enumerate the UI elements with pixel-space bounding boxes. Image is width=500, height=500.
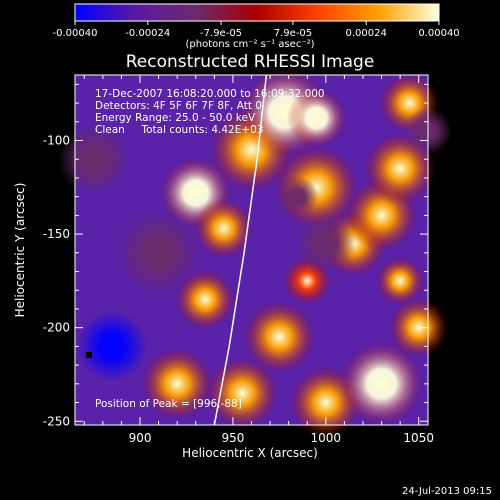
heatmap-blob <box>339 342 424 426</box>
timestamp: 24-Jul-2013 09:15 <box>401 486 492 497</box>
heatmap-blob <box>277 175 319 218</box>
colorbar-tick-label: -7.9e-05 <box>200 28 242 39</box>
x-tick-label: 900 <box>129 431 152 445</box>
colorbar-tick-label: -0.00040 <box>53 28 98 39</box>
y-tick-label: -200 <box>43 321 70 335</box>
detectors-text: Detectors: 4F 5F 6F 7F 8F, Att 0 <box>95 100 262 112</box>
colorbar-tick-label: 0.00040 <box>418 28 459 39</box>
energy-range-text: Energy Range: 25.0 - 50.0 keV <box>95 112 256 124</box>
plot-area <box>57 67 452 439</box>
colorbar-unit-label: (photons cm⁻² s⁻¹ asec⁻²) <box>185 39 315 50</box>
heatmap-blob <box>175 269 235 330</box>
solar-limb-curve <box>213 74 268 426</box>
clean-counts-text: Clean Total counts: 4.42E+03 <box>95 124 264 136</box>
heatmap-blob <box>76 310 148 383</box>
colorbar-tick-label: -0.00024 <box>125 28 170 39</box>
heatmap-blob <box>193 198 254 259</box>
heatmap-blob <box>296 213 356 274</box>
heatmap-blob <box>376 257 424 305</box>
heatmap-blob <box>388 297 449 358</box>
heatmap-blobs <box>57 67 452 439</box>
y-tick-label: -250 <box>43 414 70 428</box>
colorbar-tick-label: 0.00024 <box>346 28 387 39</box>
heatmap-blob <box>141 348 213 420</box>
x-tick-label: 1050 <box>403 431 434 445</box>
x-tick-label: 950 <box>221 431 244 445</box>
colorbar-ticks: -0.00040 -0.00024 -7.9e-05 7.9e-05 0.00024 0.… <box>53 21 460 39</box>
x-axis-label: Heliocentric X (arcsec) <box>182 446 318 460</box>
x-tick-label: 1000 <box>311 431 342 445</box>
heatmap-blob <box>57 123 130 195</box>
time-range-text: 17-Dec-2007 16:08:20.000 to 16:09:32.000 <box>95 88 325 100</box>
colorbar <box>74 3 440 22</box>
dark-pixel-marker <box>86 352 92 358</box>
chart-title: Reconstructed RHESSI Image <box>125 52 375 72</box>
heatmap-blob <box>243 301 316 373</box>
y-axis-label: Heliocentric Y (arcsec) <box>13 183 27 318</box>
y-tick-label: -100 <box>43 134 70 148</box>
heatmap-blob <box>286 88 347 148</box>
x-axis: 900 950 1000 1050 <box>83 75 434 445</box>
y-tick-label: -150 <box>43 227 70 241</box>
colorbar-tick-label: 7.9e-05 <box>274 28 312 39</box>
peak-position-text: Position of Peak = [996,-88] <box>95 398 242 410</box>
y-axis: -100 -150 -200 -250 <box>43 83 428 428</box>
heatmap-blob <box>116 211 201 295</box>
